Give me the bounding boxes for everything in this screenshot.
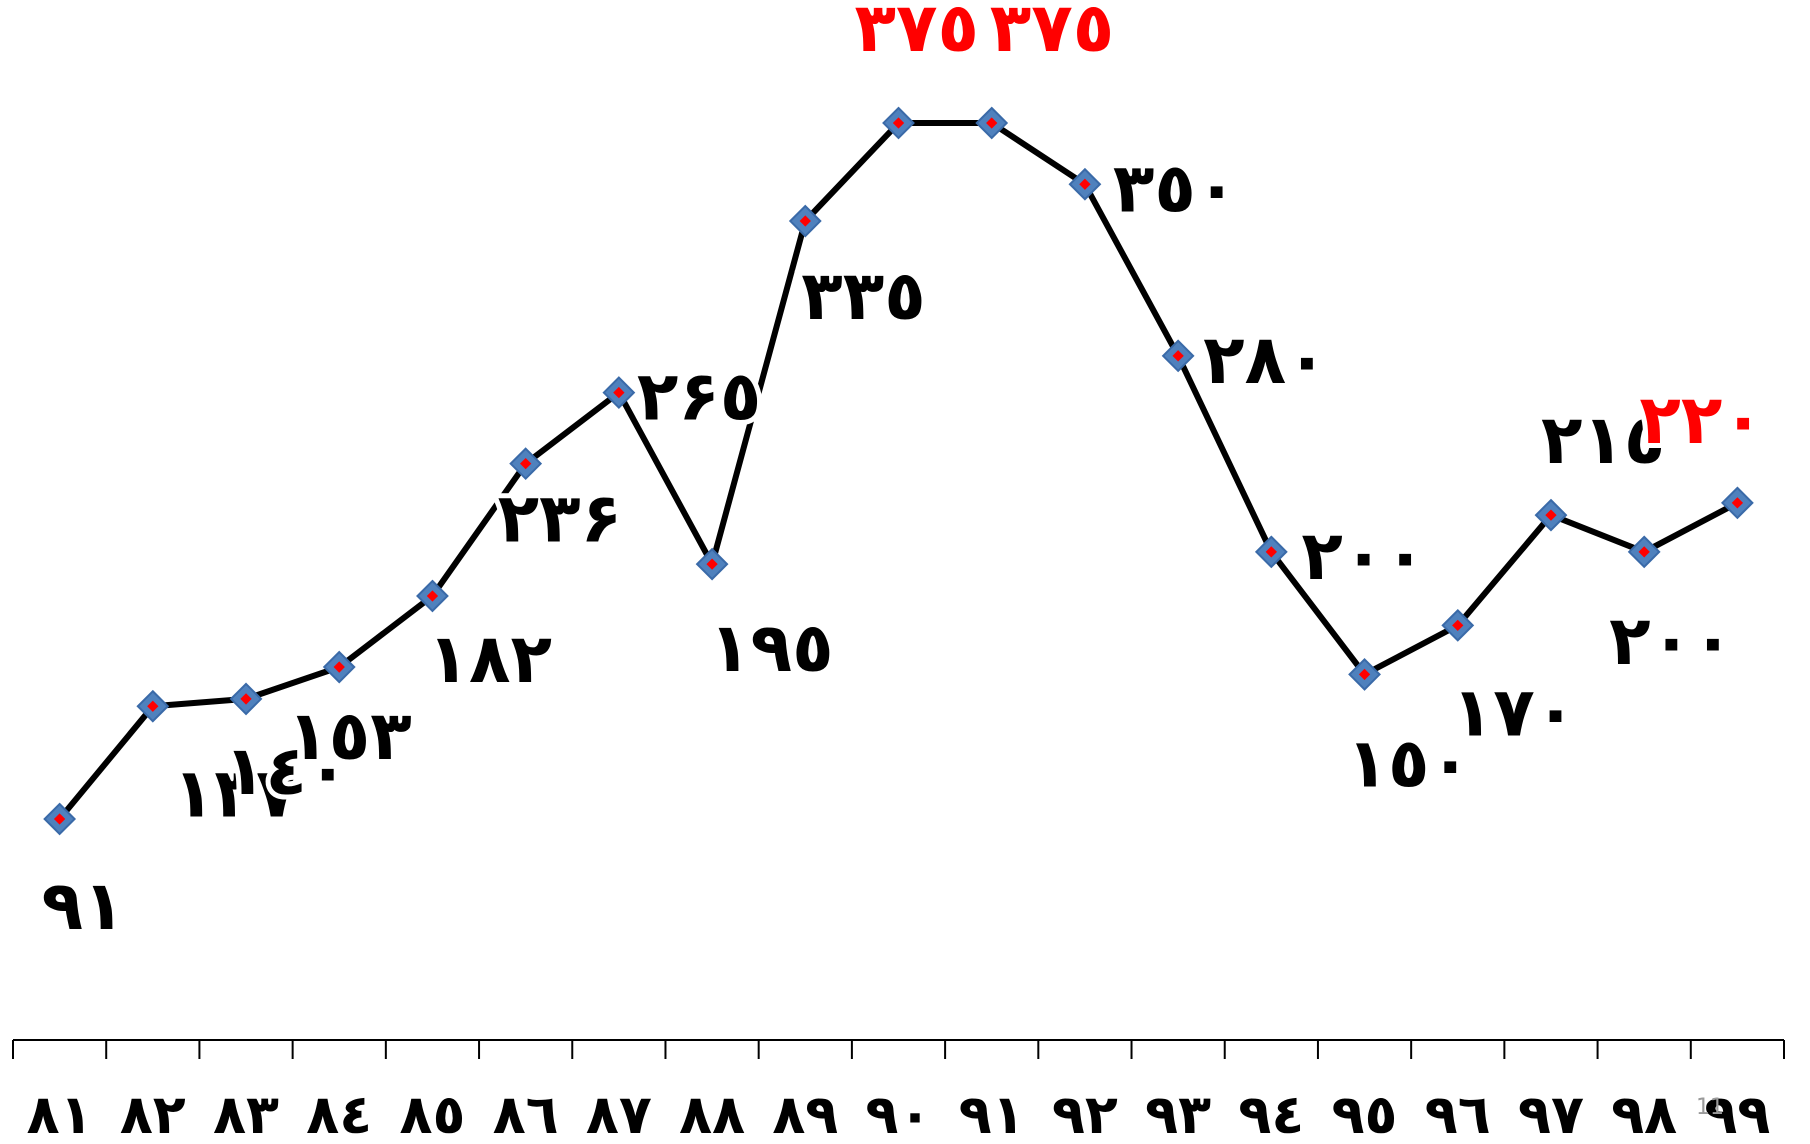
data-label: ٢٠٠ [1301, 517, 1426, 596]
data-point-marker-center [1358, 668, 1371, 681]
x-tick-label: ٨٧ [586, 1083, 652, 1144]
data-point-marker-center [1731, 497, 1744, 509]
x-axis [12, 1039, 1785, 1059]
data-label: ٣٥٠ [1113, 149, 1238, 228]
data-label: ١٧٠ [1452, 673, 1577, 752]
data-label: ٢٠٠ [1609, 602, 1734, 681]
x-tick-label: ٩٨ [1611, 1083, 1677, 1144]
data-label: ٣٣٥ [801, 257, 926, 336]
x-tick-label: ٩١ [959, 1083, 1025, 1144]
x-tick-label: ٨٦ [493, 1083, 559, 1144]
data-point-marker-center [1172, 350, 1184, 362]
x-tick-label: ٩٦ [1425, 1083, 1491, 1144]
x-tick-label: ٨٨ [679, 1083, 745, 1144]
data-label: ١٩٥ [709, 609, 834, 688]
x-tick-label: ٩٧ [1518, 1083, 1584, 1144]
x-tick-label: ٨١ [27, 1083, 93, 1144]
data-point-marker-center [333, 661, 345, 673]
data-label: ١٥٣ [287, 697, 412, 776]
x-tick-label: ٩٤ [1238, 1083, 1304, 1144]
x-tick-label: ٩٥ [1332, 1083, 1398, 1144]
data-point-marker-center [1265, 546, 1277, 558]
series-markers [43, 106, 1754, 836]
x-tick-label: ٨٢ [120, 1083, 186, 1144]
data-label: ٢١٥ [1541, 401, 1666, 480]
x-tick-label: ٩٠ [866, 1083, 932, 1144]
data-label: ٣٧٥ [990, 0, 1115, 68]
data-point-marker-center [147, 700, 159, 712]
data-point-marker-center [53, 813, 66, 825]
data-point-marker-center [240, 693, 252, 705]
data-label: ١٨٢ [427, 620, 552, 699]
data-label: ٢۶٥ [637, 358, 762, 437]
x-tick-label: ٩٣ [1145, 1083, 1211, 1144]
x-tick-labels: ٨١ ٨٢ ٨٣ ٨٤ ٨٥ ٨٦ ٨٧ ٨٨ ٨٩ ٩٠ ٩١ ٩٢ ٩٣ ٩٤ ٩٥ ٩٦ ٩٧ ٩٨ ٩٩ [27, 1083, 1771, 1144]
data-label: ١٥٠ [1347, 724, 1472, 803]
data-point-marker-center [1545, 509, 1557, 521]
data-point-marker-center [1638, 546, 1650, 558]
data-label: ٩١ [42, 867, 125, 946]
data-label: ٢٢٠ [1639, 381, 1764, 460]
x-tick-label: ٨٣ [213, 1083, 279, 1144]
data-point-marker-center [520, 457, 532, 470]
data-point-marker-center [706, 558, 718, 570]
data-point-marker-center [799, 215, 811, 227]
data-label: ٣٧٥ [855, 0, 980, 68]
data-label: ٢٣۶ [498, 480, 623, 559]
page-number: 11 [1696, 1095, 1724, 1120]
x-tick-label: ٨٥ [399, 1083, 465, 1144]
data-point-marker-center [1079, 178, 1091, 190]
data-point-marker-center [613, 386, 625, 399]
x-tick-label: ٨٩ [772, 1083, 838, 1144]
x-tick-label: ٩٢ [1052, 1083, 1118, 1144]
data-label: ١٣٧ [173, 754, 298, 833]
data-point-marker-center [426, 590, 439, 602]
data-label: ٢٨٠ [1203, 321, 1328, 400]
x-tick-label: ٨٤ [306, 1083, 372, 1144]
x-tick-label: ٩٩ [1704, 1083, 1770, 1144]
data-label: ١٤٠ [224, 732, 349, 811]
data-point-marker-center [1452, 619, 1464, 632]
